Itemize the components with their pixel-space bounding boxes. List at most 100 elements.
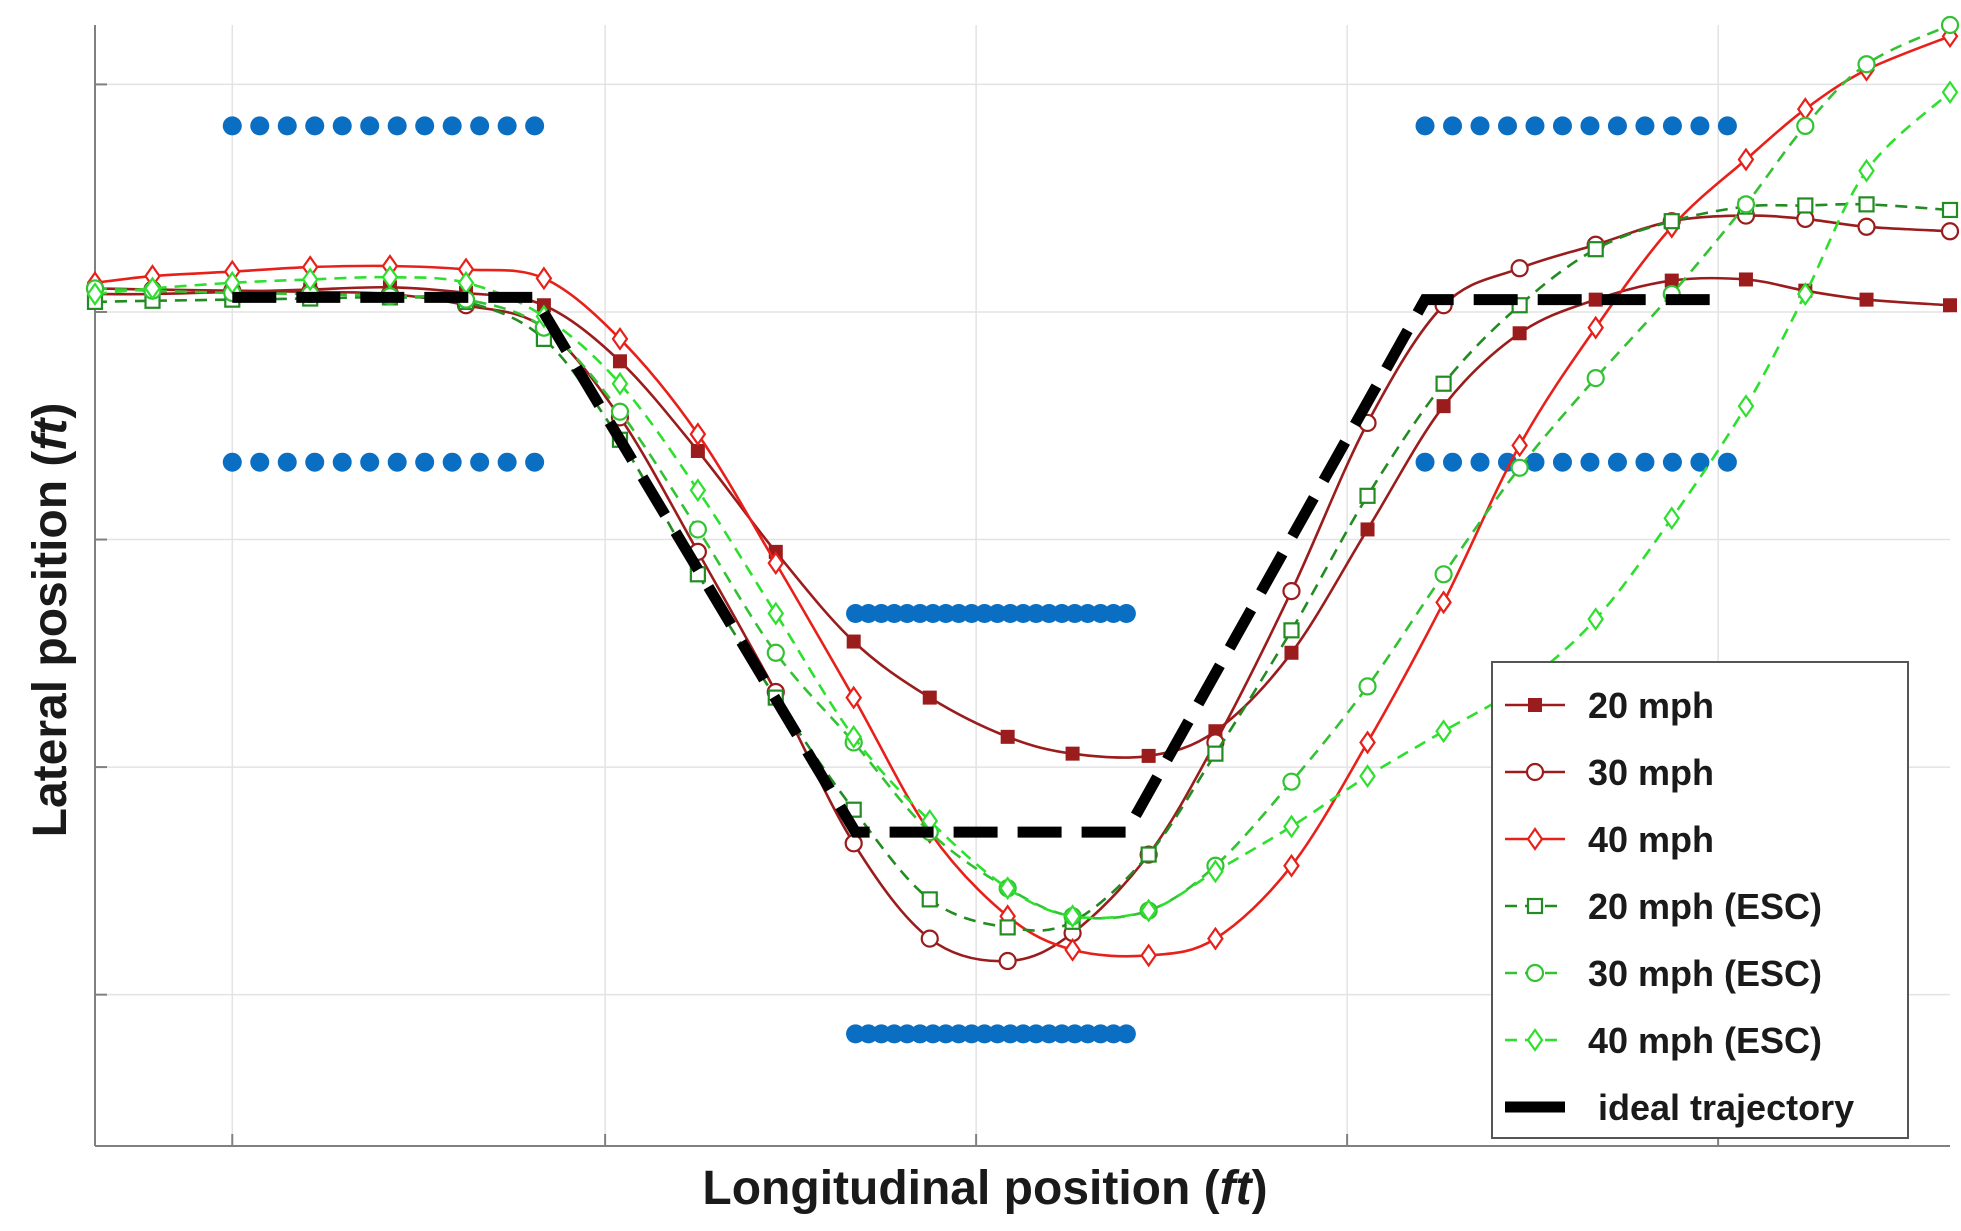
data-point [1510,259,1529,278]
cone-marker [415,116,435,136]
cone-marker [442,116,462,136]
data-point [1140,943,1157,968]
data-point [1207,745,1224,762]
cone-marker [1690,116,1710,136]
cone-row-middle-lower [846,1024,1136,1044]
data-point [1282,772,1301,791]
cone-marker [1470,116,1490,136]
cone-marker [525,116,545,136]
legend: 20 mph 30 mph 40 mph 20 mph (ESC) 30 mph (ES… [1491,661,1909,1139]
data-point [1511,433,1528,458]
data-point [611,371,629,396]
data-point [767,601,785,626]
data-point [1434,565,1453,584]
data-point [612,354,627,369]
cone-marker [387,116,407,136]
cone-marker [1690,452,1710,472]
data-point [1435,719,1452,744]
data-point [689,422,707,447]
series-6 [232,291,1728,838]
legend-label: 40 mph [1588,819,1714,860]
cone-marker [222,452,242,472]
data-point [1283,814,1300,839]
data-point [1435,590,1452,615]
cone-marker [1717,116,1737,136]
data-point [1796,116,1815,135]
data-point [1797,197,1814,214]
legend-entry-1: 30 mph [1505,752,1714,793]
legend-entry-0: 20 mph [1505,685,1714,726]
data-point [690,443,705,458]
data-point [1736,195,1756,214]
data-point [1738,272,1753,287]
cone-marker [332,116,352,136]
legend-box [1491,661,1909,1139]
data-point [381,265,399,290]
data-point [1140,898,1157,923]
data-point [1737,394,1755,419]
data-point [1940,15,1960,35]
data-point [1943,298,1957,313]
cone-marker [1497,116,1517,136]
data-point [611,326,629,351]
legend-entry-3: 20 mph (ESC) [1505,886,1822,927]
cone-marker [415,452,435,472]
cone-marker [497,116,517,136]
cone-marker [1415,452,1435,472]
cone-marker [1525,116,1545,136]
cone-marker [1552,452,1572,472]
data-point [1359,764,1376,788]
cone-marker [277,452,297,472]
legend-label: 40 mph (ESC) [1588,1020,1822,1061]
cone-row-exit-upper [1415,116,1737,136]
data-point [1360,522,1375,537]
legend-marker [1526,897,1544,915]
data-point [1586,369,1605,388]
cone-marker [470,452,490,472]
legend-marker [1528,698,1542,712]
cone-marker [1443,116,1463,136]
data-point [1436,399,1451,414]
data-point [223,270,241,295]
data-point [766,643,785,662]
data-point [1435,375,1452,392]
data-point [1284,645,1299,660]
data-point [1858,196,1875,213]
data-point [1737,147,1755,172]
data-point [1064,904,1081,929]
data-point [86,282,104,306]
cone-marker [497,452,517,472]
legend-entry-5: 40 mph (ESC) [1505,1020,1822,1061]
series-line [94,276,1951,759]
series-line-ideal [232,291,1728,838]
cone-marker [360,116,380,136]
cone-marker [470,116,490,136]
data-point [1283,622,1300,639]
cone-marker [332,452,352,472]
data-point [845,724,863,749]
data-point [689,478,707,503]
data-point [1587,241,1604,258]
cones [222,116,1737,1044]
data-point [1857,55,1876,74]
x-axis-title: Longitudinal position (ft) [702,1162,1267,1215]
data-point [1359,730,1376,755]
cone-marker [1116,1024,1136,1044]
data-point [1857,217,1876,236]
legend-label: 20 mph [1588,685,1714,726]
data-point [1941,80,1959,105]
data-point [144,276,161,301]
data-point [1283,853,1300,878]
data-point [1359,487,1376,504]
data-point [1941,201,1959,219]
data-point [1663,506,1681,531]
cone-row-exit-lower [1415,452,1737,472]
legend-entry-6: ideal trajectory [1505,1087,1854,1128]
legend-marker [1526,827,1544,851]
data-point [1587,607,1605,632]
series [85,15,1960,971]
axes [94,25,1950,1147]
cone-marker [1662,116,1682,136]
cone-marker [1635,452,1655,472]
